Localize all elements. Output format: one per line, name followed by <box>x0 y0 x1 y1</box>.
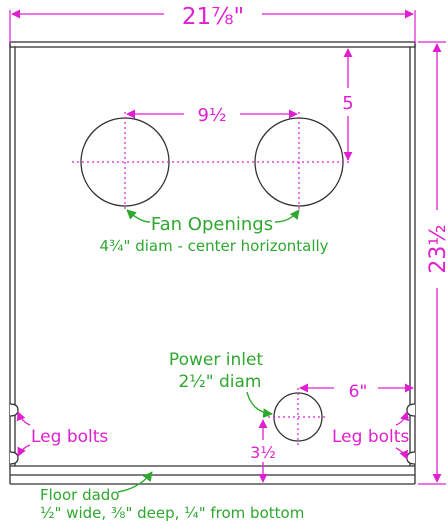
power-inlet-sublabel: 2½" diam <box>178 372 261 392</box>
overall-height-label: 23½ <box>426 224 448 273</box>
floor-dado-sublabel: ½" wide, ⅜" deep, ¼" from bottom <box>40 504 304 522</box>
fan-openings-label: Fan Openings <box>151 214 273 235</box>
overall-width-label: 21⅞" <box>182 4 244 30</box>
power-centerlines <box>268 388 328 446</box>
fan-openings-sublabel: 4¾" diam - center horizontally <box>99 237 328 255</box>
overall-height-dimension: 23½ <box>418 41 448 485</box>
fan-centerlines <box>72 112 352 210</box>
power-bottom-offset-label: 3½ <box>250 443 276 462</box>
power-side-offset-dimension: 6" <box>299 382 414 402</box>
fan-top-offset-label: 5 <box>342 93 353 114</box>
leg-bolts-right-label: Leg bolts <box>332 427 409 447</box>
leg-bolts-left-callout: Leg bolts <box>16 411 108 457</box>
power-bottom-offset-dimension: 3½ <box>250 419 276 483</box>
floor-dado <box>10 465 415 476</box>
fan-callout: Fan Openings 4¾" diam - center horizonta… <box>99 209 329 255</box>
power-inlet-callout: Power inlet 2½" diam <box>169 350 273 418</box>
floor-dado-callout: Floor dado ½" wide, ⅜" deep, ¼" from bot… <box>40 471 304 522</box>
power-inlet-label: Power inlet <box>169 350 263 370</box>
leg-bolts-left-label: Leg bolts <box>31 427 108 447</box>
power-side-offset-label: 6" <box>349 382 368 402</box>
fan-top-offset-dimension: 5 <box>342 48 354 161</box>
leg-bolts-right-callout: Leg bolts <box>332 411 409 460</box>
floor-dado-label: Floor dado <box>40 486 120 504</box>
panel-top-edge <box>9 41 416 48</box>
leg-bolt-slots-left <box>9 403 19 465</box>
fan-spacing-dimension: 9½ <box>126 105 298 126</box>
overall-width-dimension: 21⅞" <box>9 4 416 44</box>
fan-spacing-label: 9½ <box>198 105 227 126</box>
